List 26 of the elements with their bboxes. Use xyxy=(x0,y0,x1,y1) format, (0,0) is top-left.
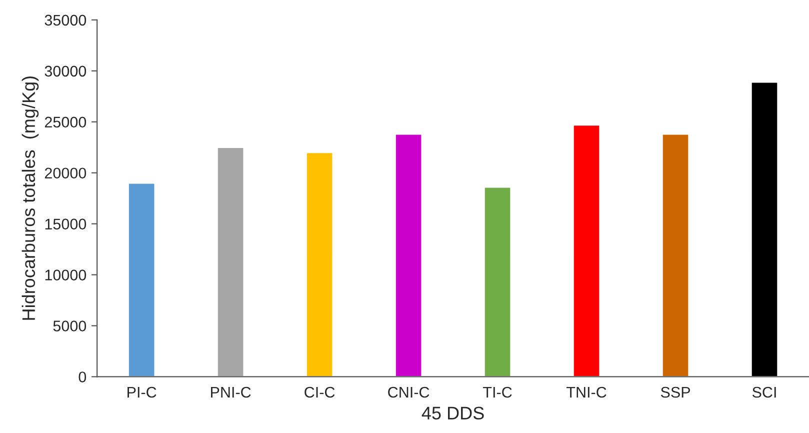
x-tick-label: CNI-C xyxy=(388,386,430,398)
x-tick-label: SSP xyxy=(660,386,690,398)
x-tick-label: SCI xyxy=(752,386,776,398)
x-tick-label: CI-C xyxy=(304,386,335,398)
x-tick-label: PNI-C xyxy=(211,386,251,398)
bar xyxy=(750,81,779,377)
x-axis-title: 45 DDS xyxy=(422,406,484,420)
y-axis-title: Hidrocarburos totales (mg/Kg) xyxy=(22,76,39,320)
bar xyxy=(128,182,156,377)
y-tick-label: 10000 xyxy=(45,270,86,280)
y-tick-label: 25000 xyxy=(44,116,86,128)
bar xyxy=(216,146,245,377)
bar xyxy=(394,133,423,377)
y-tick-label: 5000 xyxy=(53,320,86,332)
bar xyxy=(483,186,512,377)
y-tick-label: 20000 xyxy=(44,168,86,179)
x-tick-label: TNI-C xyxy=(566,386,606,398)
y-tick-label: 30000 xyxy=(44,66,86,77)
x-tick-label: PI-C xyxy=(128,386,156,398)
y-tick-label: 0 xyxy=(78,372,86,382)
x-tick-label: TI-C xyxy=(483,386,512,398)
y-tick-label: 35000 xyxy=(44,14,86,26)
y-tick-label: 15000 xyxy=(45,218,86,230)
bar xyxy=(572,124,601,377)
bar xyxy=(306,152,334,377)
bar xyxy=(661,133,690,377)
